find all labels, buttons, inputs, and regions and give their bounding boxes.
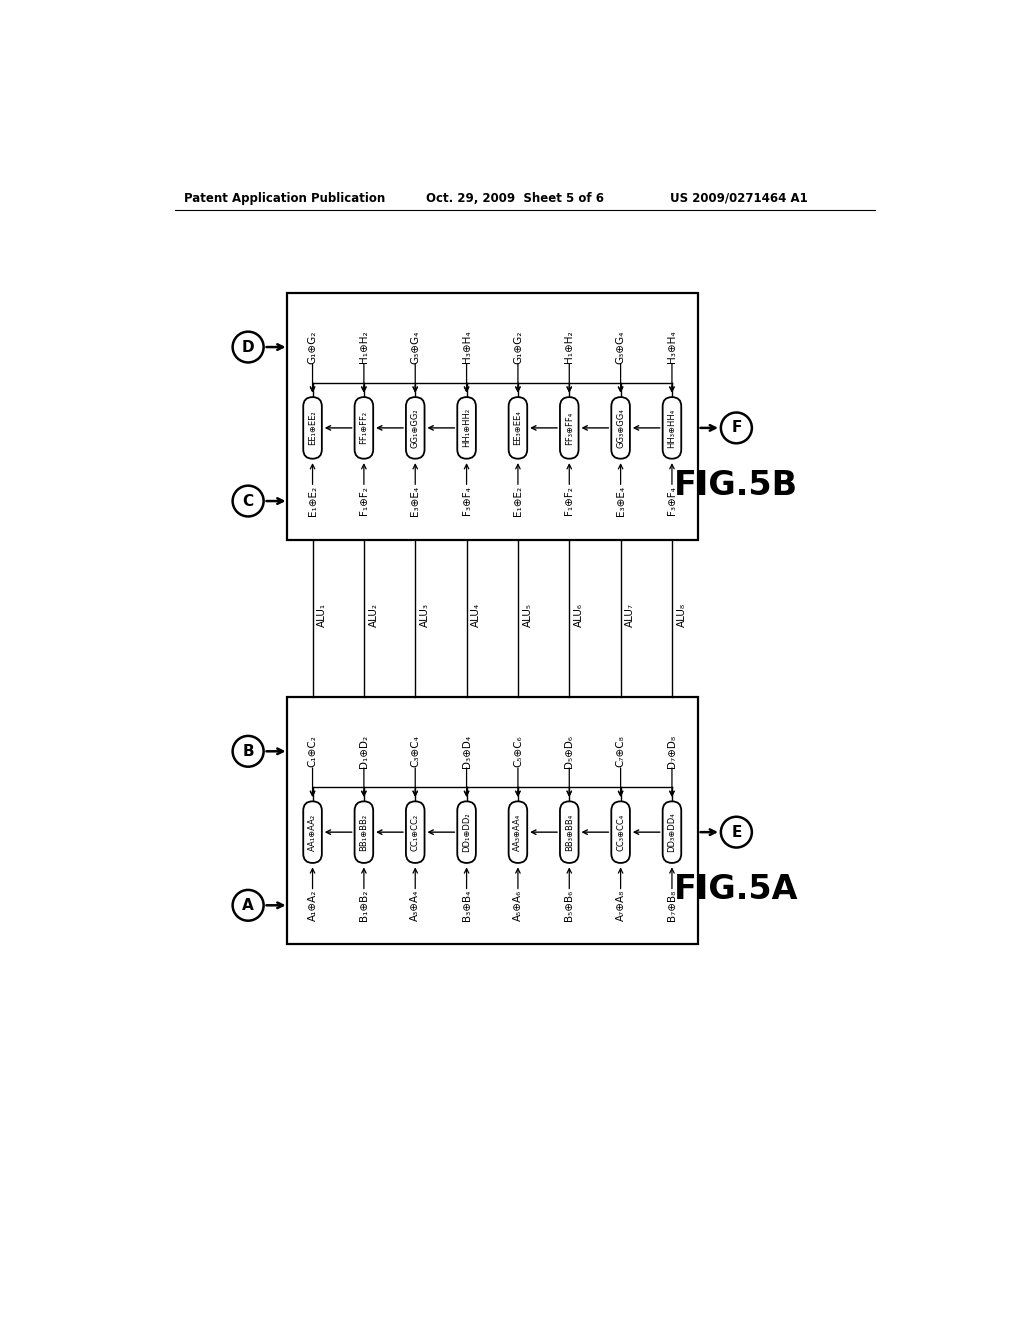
FancyBboxPatch shape: [509, 801, 527, 863]
Text: B₃⊕B₄: B₃⊕B₄: [462, 890, 472, 921]
Text: C₅⊕C₆: C₅⊕C₆: [513, 735, 523, 767]
Text: FF₁⊕FF₂: FF₁⊕FF₂: [359, 412, 369, 445]
FancyBboxPatch shape: [560, 801, 579, 863]
Text: Oct. 29, 2009  Sheet 5 of 6: Oct. 29, 2009 Sheet 5 of 6: [426, 191, 604, 205]
Text: G₁⊕G₂: G₁⊕G₂: [307, 330, 317, 364]
Text: AA₁⊕AA₂: AA₁⊕AA₂: [308, 813, 317, 850]
Text: HH₁⊕HH₂: HH₁⊕HH₂: [462, 408, 471, 447]
Text: ALU₅: ALU₅: [522, 603, 532, 627]
Text: BB₃⊕BB₄: BB₃⊕BB₄: [565, 813, 573, 851]
Text: FIG.5A: FIG.5A: [674, 874, 799, 907]
Bar: [287, 293, 697, 540]
Text: E₁⊕E₂: E₁⊕E₂: [513, 486, 523, 516]
Text: D₁⊕D₂: D₁⊕D₂: [358, 735, 369, 768]
Text: D₅⊕D₆: D₅⊕D₆: [564, 735, 574, 768]
Text: DD₃⊕DD₄: DD₃⊕DD₄: [668, 812, 677, 851]
Text: B₅⊕B₆: B₅⊕B₆: [564, 890, 574, 921]
FancyBboxPatch shape: [354, 801, 373, 863]
Text: F₁⊕F₂: F₁⊕F₂: [358, 487, 369, 516]
Text: G₃⊕G₄: G₃⊕G₄: [411, 330, 420, 364]
Text: D₃⊕D₄: D₃⊕D₄: [462, 735, 472, 768]
Text: HH₃⊕HH₄: HH₃⊕HH₄: [668, 408, 677, 447]
Text: A₇⊕A₈: A₇⊕A₈: [615, 890, 626, 921]
Text: F₁⊕F₂: F₁⊕F₂: [564, 487, 574, 516]
Text: US 2009/0271464 A1: US 2009/0271464 A1: [671, 191, 808, 205]
Text: D₇⊕D₈: D₇⊕D₈: [667, 735, 677, 768]
Text: ALU₆: ALU₆: [573, 603, 584, 627]
Text: A₃⊕A₄: A₃⊕A₄: [411, 890, 420, 921]
FancyBboxPatch shape: [611, 801, 630, 863]
Text: EE₁⊕EE₂: EE₁⊕EE₂: [308, 411, 317, 445]
Text: F₃⊕F₄: F₃⊕F₄: [462, 487, 472, 516]
Text: Patent Application Publication: Patent Application Publication: [183, 191, 385, 205]
Text: GG₁⊕GG₂: GG₁⊕GG₂: [411, 408, 420, 447]
Text: DD₁⊕DD₂: DD₁⊕DD₂: [462, 812, 471, 851]
Text: A₁⊕A₂: A₁⊕A₂: [307, 890, 317, 921]
Text: D: D: [242, 339, 254, 355]
FancyBboxPatch shape: [458, 801, 476, 863]
Text: E: E: [731, 825, 741, 840]
Text: C: C: [243, 494, 254, 508]
Text: AA₃⊕AA₄: AA₃⊕AA₄: [513, 813, 522, 851]
Text: H₁⊕H₂: H₁⊕H₂: [358, 331, 369, 363]
Text: F₃⊕F₄: F₃⊕F₄: [667, 487, 677, 516]
FancyBboxPatch shape: [354, 397, 373, 459]
FancyBboxPatch shape: [663, 801, 681, 863]
Text: G₃⊕G₄: G₃⊕G₄: [615, 330, 626, 364]
Text: F: F: [731, 420, 741, 436]
Text: A: A: [243, 898, 254, 913]
Text: ALU₈: ALU₈: [677, 603, 687, 627]
FancyBboxPatch shape: [406, 801, 425, 863]
Text: H₁⊕H₂: H₁⊕H₂: [564, 331, 574, 363]
Text: EE₃⊕EE₄: EE₃⊕EE₄: [513, 411, 522, 445]
Text: C₇⊕C₈: C₇⊕C₈: [615, 735, 626, 767]
FancyBboxPatch shape: [560, 397, 579, 459]
Text: G₁⊕G₂: G₁⊕G₂: [513, 330, 523, 364]
Text: B: B: [243, 743, 254, 759]
FancyBboxPatch shape: [611, 397, 630, 459]
Text: ALU₂: ALU₂: [369, 603, 379, 627]
Text: CC₃⊕CC₄: CC₃⊕CC₄: [616, 813, 625, 851]
Text: C₁⊕C₂: C₁⊕C₂: [307, 735, 317, 767]
Text: E₃⊕E₄: E₃⊕E₄: [411, 486, 420, 516]
Text: FIG.5B: FIG.5B: [675, 469, 799, 502]
Text: ALU₁: ALU₁: [317, 602, 328, 627]
Text: H₃⊕H₄: H₃⊕H₄: [667, 331, 677, 363]
Text: H₃⊕H₄: H₃⊕H₄: [462, 331, 472, 363]
Text: ALU₄: ALU₄: [471, 602, 481, 627]
FancyBboxPatch shape: [303, 397, 322, 459]
Text: BB₁⊕BB₂: BB₁⊕BB₂: [359, 813, 369, 850]
Text: FF₃⊕FF₄: FF₃⊕FF₄: [565, 412, 573, 445]
Text: ALU₃: ALU₃: [420, 603, 430, 627]
FancyBboxPatch shape: [458, 397, 476, 459]
FancyBboxPatch shape: [406, 397, 425, 459]
Text: B₇⊕B₈: B₇⊕B₈: [667, 890, 677, 921]
Text: GG₃⊕GG₄: GG₃⊕GG₄: [616, 408, 625, 447]
Text: ALU₇: ALU₇: [626, 603, 635, 627]
Text: A₅⊕A₆: A₅⊕A₆: [513, 890, 523, 921]
FancyBboxPatch shape: [509, 397, 527, 459]
Text: CC₁⊕CC₂: CC₁⊕CC₂: [411, 813, 420, 850]
FancyBboxPatch shape: [663, 397, 681, 459]
Text: E₁⊕E₂: E₁⊕E₂: [307, 486, 317, 516]
Text: B₁⊕B₂: B₁⊕B₂: [358, 890, 369, 921]
Text: E₃⊕E₄: E₃⊕E₄: [615, 486, 626, 516]
Text: C₃⊕C₄: C₃⊕C₄: [411, 735, 420, 767]
FancyBboxPatch shape: [303, 801, 322, 863]
Bar: [287, 697, 697, 944]
